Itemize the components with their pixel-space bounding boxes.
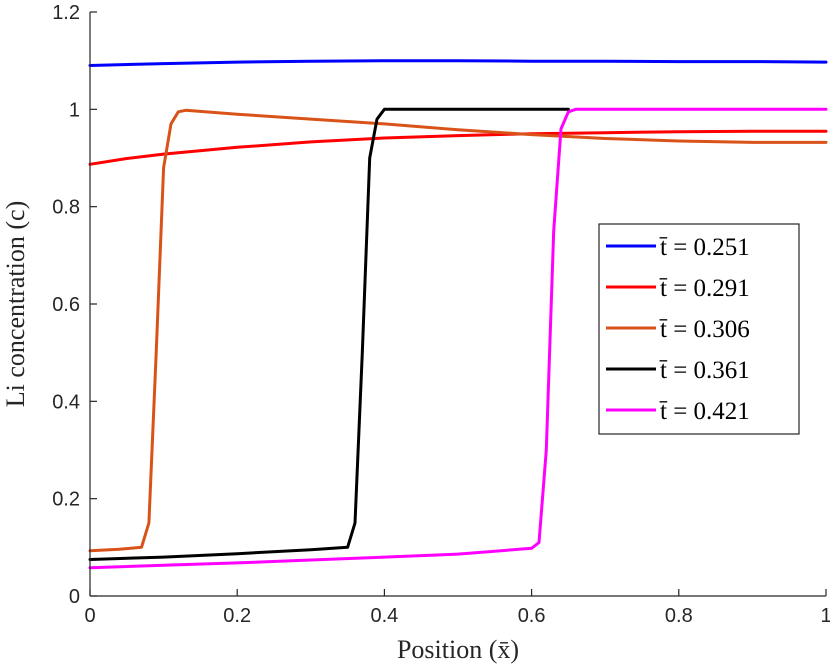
plot-lines [88, 59, 828, 570]
y-tick-label: 0 [69, 586, 80, 608]
x-ticks: 0 0.2 0.4 0.6 0.8 1 [84, 589, 830, 627]
legend-label-2: t̄ = 0.291 [659, 275, 749, 302]
x-tick-label: 0.4 [370, 605, 398, 627]
legend-label-1: t̄ = 0.251 [659, 234, 749, 261]
y-tick-label: 0.4 [52, 391, 80, 413]
x-tick-label: 1 [820, 605, 830, 627]
x-axis-title: Position (x̄) [397, 635, 519, 664]
x-tick-label: 0.2 [223, 605, 251, 627]
series-line-1 [88, 59, 828, 67]
legend-label-3: t̄ = 0.306 [659, 316, 749, 343]
y-tick-label: 1 [69, 99, 80, 121]
y-tick-label: 1.2 [52, 2, 80, 24]
series-line-5 [88, 107, 828, 570]
x-tick-label: 0.8 [665, 605, 693, 627]
x-tick-label: 0 [84, 605, 95, 627]
y-ticks: 0 0.2 0.4 0.6 0.8 1 1.2 [52, 2, 97, 608]
series-line-2 [88, 129, 828, 166]
y-tick-label: 0.8 [52, 197, 80, 219]
legend-label-4: t̄ = 0.361 [659, 357, 749, 384]
legend-label-5: t̄ = 0.421 [659, 398, 749, 425]
y-tick-label: 0.6 [52, 294, 80, 316]
y-axis-title: Li concentration (c) [1, 201, 30, 407]
y-tick-label: 0.2 [52, 489, 80, 511]
series-line-4 [88, 107, 570, 561]
series-line-3 [88, 108, 828, 553]
legend: t̄ = 0.251 t̄ = 0.291 t̄ = 0.306 t̄ = 0.361… [598, 223, 800, 435]
x-tick-label: 0.6 [518, 605, 546, 627]
